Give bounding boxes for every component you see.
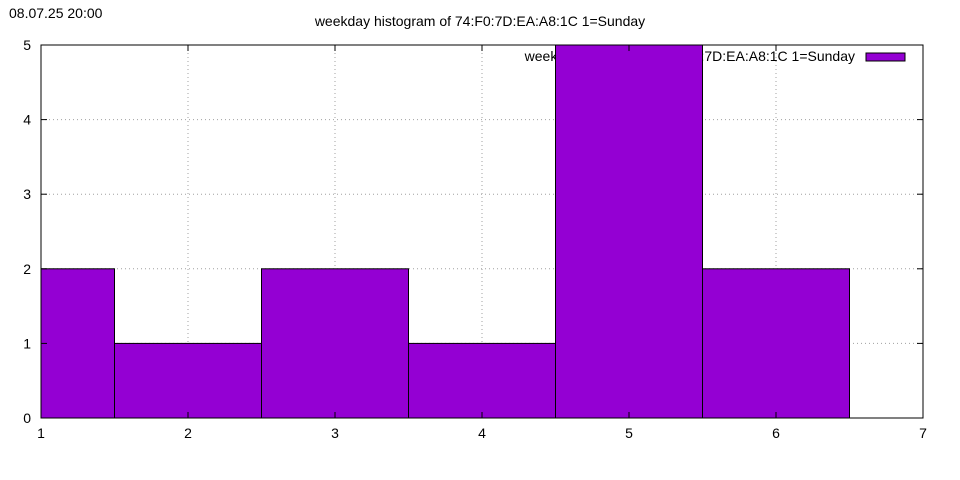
y-tick-label: 2 xyxy=(23,261,31,277)
y-tick-label: 4 xyxy=(23,112,31,128)
histogram-bar xyxy=(40,268,115,419)
x-tick-label: 5 xyxy=(625,425,633,441)
x-tick-label: 7 xyxy=(919,425,927,441)
histogram-bar xyxy=(408,342,556,419)
legend-swatch xyxy=(865,52,906,62)
x-tick-label: 1 xyxy=(37,425,45,441)
y-tick-label: 0 xyxy=(23,410,31,426)
histogram-bars xyxy=(40,44,850,419)
histogram-bar xyxy=(114,342,262,419)
y-tick-label: 1 xyxy=(23,335,31,351)
x-tick-label: 6 xyxy=(772,425,780,441)
timestamp-label: 08.07.25 20:00 xyxy=(9,5,103,21)
x-tick-label: 2 xyxy=(184,425,192,441)
histogram-bar-overlay xyxy=(555,44,703,419)
y-tick-label: 5 xyxy=(23,37,31,53)
x-tick-label: 3 xyxy=(331,425,339,441)
x-tick-label: 4 xyxy=(478,425,486,441)
y-tick-label: 3 xyxy=(23,186,31,202)
histogram-bar xyxy=(702,268,850,419)
histogram-bar xyxy=(261,268,409,419)
chart-title: weekday histogram of 74:F0:7D:EA:A8:1C 1… xyxy=(314,13,645,29)
